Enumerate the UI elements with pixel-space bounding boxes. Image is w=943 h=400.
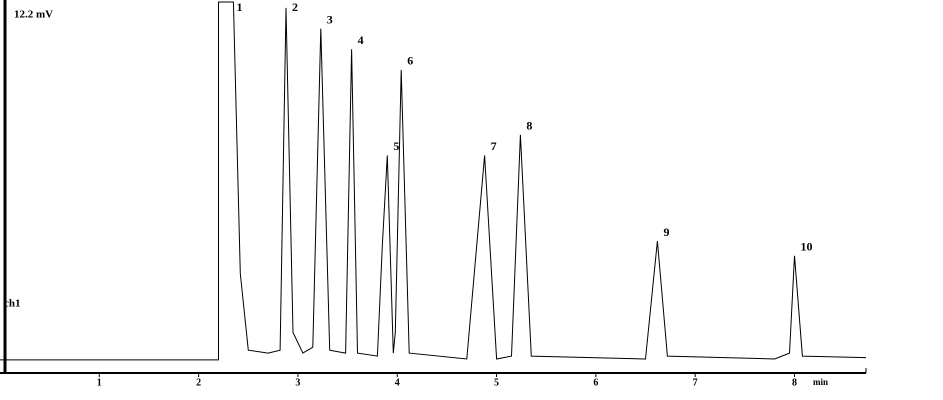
peak-label: 5 xyxy=(393,139,399,153)
channel-label: ch1 xyxy=(4,298,21,310)
y-axis-label: 12.2 mV xyxy=(14,9,53,21)
peak-label: 8 xyxy=(526,119,532,133)
x-tick-label: 6 xyxy=(593,377,598,388)
x-tick-label: 2 xyxy=(196,377,201,388)
peak-label: 9 xyxy=(663,225,669,239)
peak-label: 6 xyxy=(407,54,413,68)
x-axis-label: min xyxy=(813,377,828,387)
peak-label: 2 xyxy=(292,0,298,14)
x-tick-label: 3 xyxy=(295,377,300,388)
peak-label: 10 xyxy=(800,240,812,254)
peak-label: 7 xyxy=(491,139,497,153)
x-tick-label: 5 xyxy=(494,377,499,388)
peak-label: 3 xyxy=(327,12,333,26)
x-tick-label: 1 xyxy=(97,377,102,388)
peak-label: 4 xyxy=(358,33,364,47)
peak-label: 1 xyxy=(236,0,242,14)
x-tick-label: 4 xyxy=(395,377,400,388)
trace xyxy=(0,1,867,361)
x-tick-label: 7 xyxy=(693,377,698,388)
x-tick-label: 8 xyxy=(792,377,797,388)
